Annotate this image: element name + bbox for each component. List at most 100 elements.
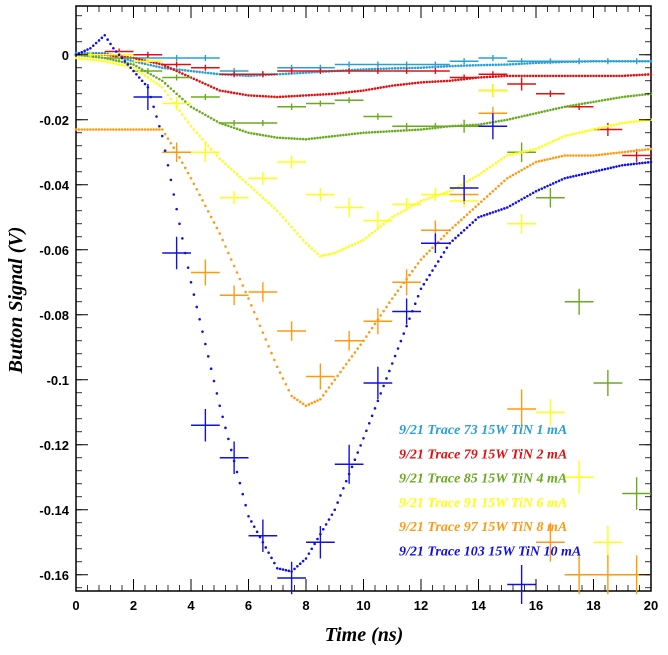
- trace-point: [333, 134, 337, 138]
- trace-point: [388, 129, 391, 133]
- trace-point: [158, 128, 161, 131]
- trace-point: [261, 133, 265, 137]
- trace-point: [482, 197, 486, 201]
- trace-point: [583, 74, 587, 78]
- trace-point: [563, 154, 567, 157]
- trace-point: [445, 246, 449, 250]
- trace-point: [333, 92, 337, 96]
- trace-point: [204, 342, 207, 346]
- trace-point: [247, 94, 250, 97]
- trace-point: [477, 173, 480, 177]
- trace-point: [206, 84, 210, 87]
- trace-point: [189, 280, 193, 284]
- trace-point: [586, 154, 590, 157]
- trace-point: [416, 128, 420, 131]
- trace-point: [399, 66, 403, 70]
- trace-point: [491, 63, 495, 67]
- y-tick-label: -0.16: [39, 568, 69, 583]
- trace-point: [195, 131, 199, 135]
- trace-point: [370, 130, 374, 134]
- trace-point: [566, 74, 569, 78]
- trace-point: [488, 165, 492, 169]
- trace-point: [195, 108, 199, 112]
- trace-point: [411, 82, 414, 85]
- trace-point: [563, 105, 567, 109]
- trace-point: [313, 93, 316, 97]
- trace-point: [275, 566, 279, 570]
- trace-point: [86, 58, 89, 61]
- trace-point: [112, 46, 115, 50]
- trace-point: [287, 136, 291, 140]
- trace-point: [370, 231, 374, 235]
- trace-point: [557, 74, 561, 78]
- trace-point: [606, 98, 610, 101]
- trace-point: [445, 64, 449, 68]
- trace-point: [241, 93, 245, 96]
- trace-point: [278, 136, 282, 140]
- trace-point: [546, 142, 549, 146]
- trace-point: [140, 79, 144, 83]
- trace-point: [543, 143, 546, 147]
- trace-point: [298, 137, 302, 141]
- trace-point: [595, 153, 598, 157]
- trace-point: [641, 93, 644, 97]
- trace-point: [94, 41, 98, 45]
- legend-entry: 9/21 Trace 73 15W TiN 1 mA: [399, 423, 567, 438]
- trace-point: [497, 75, 500, 78]
- trace-point: [471, 176, 475, 180]
- trace-point: [574, 132, 578, 135]
- trace-point: [497, 184, 500, 188]
- trace-point: [626, 121, 630, 124]
- trace-point: [385, 67, 388, 70]
- trace-point: [267, 201, 270, 205]
- trace-point: [319, 397, 322, 401]
- trace-point: [416, 201, 420, 204]
- trace-point: [623, 121, 627, 124]
- legend-entry: 9/21 Trace 103 15W TiN 10 mA: [399, 545, 581, 560]
- trace-point: [362, 131, 365, 135]
- trace-point: [520, 150, 523, 154]
- trace-point: [255, 191, 259, 194]
- trace-point: [416, 66, 420, 70]
- trace-point: [488, 212, 492, 215]
- trace-point: [534, 61, 538, 65]
- trace-point: [382, 67, 385, 70]
- trace-point: [353, 458, 357, 462]
- trace-point: [365, 88, 368, 92]
- trace-point: [221, 160, 224, 163]
- trace-point: [186, 266, 190, 269]
- trace-point: [603, 152, 607, 156]
- trace-point: [445, 79, 449, 83]
- trace-point: [367, 234, 371, 237]
- trace-point: [310, 93, 314, 97]
- trace-point: [474, 63, 477, 67]
- trace-point: [350, 355, 354, 358]
- trace-point: [74, 128, 78, 131]
- trace-point: [554, 156, 558, 159]
- trace-point: [126, 63, 130, 66]
- trace-point: [163, 66, 167, 70]
- trace-point: [204, 204, 207, 208]
- trace-point: [379, 314, 383, 317]
- trace-point: [212, 221, 216, 224]
- trace-point: [198, 110, 201, 113]
- trace-point: [267, 95, 270, 98]
- trace-point: [635, 162, 638, 165]
- trace-point: [520, 74, 523, 78]
- trace-point: [480, 200, 483, 203]
- trace-point: [362, 68, 365, 71]
- trace-point: [344, 133, 348, 136]
- trace-point: [166, 163, 170, 167]
- trace-point: [206, 355, 210, 358]
- trace-point: [563, 176, 567, 180]
- trace-point: [347, 90, 351, 94]
- trace-point: [137, 128, 141, 131]
- trace-point: [152, 80, 155, 83]
- trace-point: [615, 74, 618, 78]
- trace-point: [347, 245, 351, 248]
- trace-point: [523, 114, 526, 118]
- trace-point: [169, 178, 173, 182]
- trace-point: [534, 111, 538, 115]
- trace-point: [281, 136, 285, 140]
- trace-point: [580, 130, 584, 134]
